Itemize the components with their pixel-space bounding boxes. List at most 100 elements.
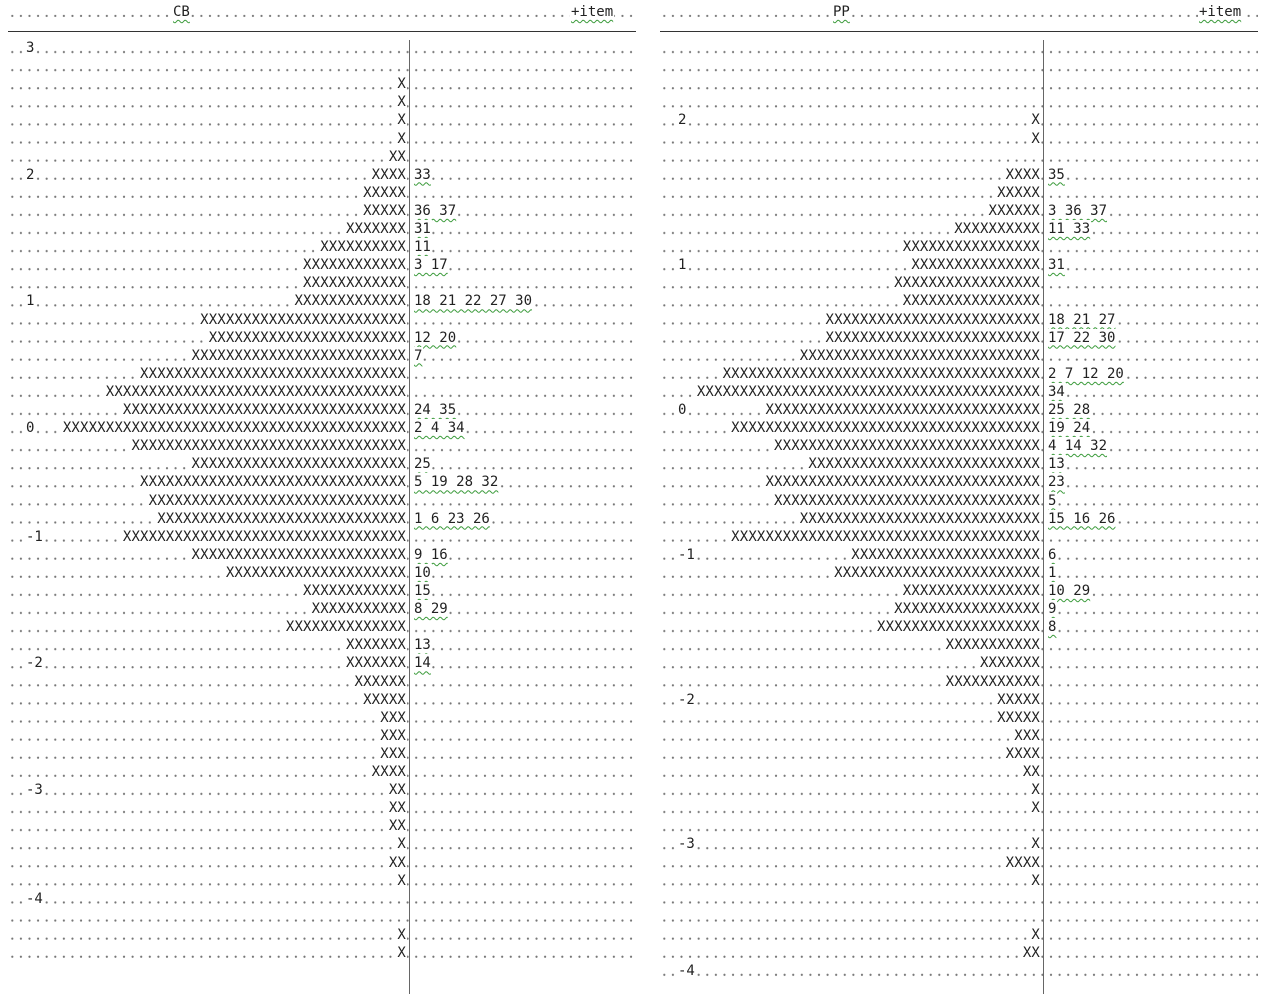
item-numbers: 5 19 28 32 xyxy=(413,473,500,492)
measure-label: 2 xyxy=(677,111,688,130)
measure-label: -3 xyxy=(25,781,44,800)
item-numbers: 11 xyxy=(413,238,432,257)
item-numbers: 25 28 xyxy=(1047,401,1092,419)
person-marks: XXXXXXXXXXXXXXXXXXXXXXXXXXX xyxy=(807,455,1041,474)
header-rule xyxy=(8,31,636,32)
measure-label: -2 xyxy=(677,690,696,709)
person-marks: XXXXX xyxy=(362,690,407,709)
person-marks: XXXXXXXXXXXXXXXXXXXXXXXXX xyxy=(190,346,407,365)
cb-panel: CB +item 3 X X X X XX 2 XXXX 33 XXXXX XXXXX 36 37 XXXX… xyxy=(8,0,638,996)
item-numbers: 31 xyxy=(413,220,432,238)
person-marks: X xyxy=(396,129,407,148)
item-numbers: 35 xyxy=(1047,165,1066,184)
person-marks: XX xyxy=(387,817,407,836)
item-numbers: 7 xyxy=(413,346,424,365)
item-numbers: 10 xyxy=(413,563,432,582)
person-marks: XXXXXXX xyxy=(978,654,1041,673)
person-marks: XXXXXXXXXXXXXXXXXXX xyxy=(876,618,1041,637)
person-marks: XXXXX xyxy=(996,183,1041,202)
item-numbers: 11 33 xyxy=(1047,220,1092,238)
item-numbers: 8 29 xyxy=(413,600,449,619)
person-marks: XXXXXXX xyxy=(344,654,407,673)
header-dots xyxy=(8,3,636,21)
person-marks: XXXXXXXXXXXXXXXXXXXXXXXXX xyxy=(824,328,1041,347)
item-numbers: 4 14 32 xyxy=(1047,437,1109,456)
person-marks: XXXXXXXXXXXXXXXXXXXXXXXXXXXXXXXXXXX xyxy=(104,382,407,401)
item-numbers: 17 22 30 xyxy=(1047,328,1117,347)
item-numbers: 9 xyxy=(1047,600,1058,619)
item-header: +item xyxy=(570,3,615,21)
person-marks: X xyxy=(396,111,407,130)
person-marks: XXXXXXXXXXXXXXXXXXXXXXXXXXXXXXXXXXXXXXXX xyxy=(61,419,407,438)
item-numbers: 14 xyxy=(413,654,432,673)
item-numbers: 1 6 23 26 xyxy=(413,509,491,528)
item-numbers: 5 xyxy=(1047,491,1058,510)
person-marks: XXXXXXXXXX xyxy=(953,220,1041,238)
person-marks: XXXXXXXXXXXXXXXXXXXXXXXXXXXXXXXXX xyxy=(121,527,407,546)
person-marks: X xyxy=(396,925,407,944)
person-marks: XX xyxy=(387,781,407,800)
measure-label: 2 xyxy=(25,165,36,184)
person-marks: XXXXXXXXXXX xyxy=(310,600,407,619)
person-marks: XXXXXXXXXXXXXXXXXXXXXXXXXXXXXXX xyxy=(139,364,407,383)
person-marks: XX xyxy=(387,147,407,166)
column-divider xyxy=(409,40,410,994)
measure-label: 1 xyxy=(677,256,688,275)
person-marks: XXX xyxy=(379,708,407,727)
person-marks: X xyxy=(396,944,407,962)
item-numbers: 6 xyxy=(1047,545,1058,564)
item-numbers: 2 7 12 20 xyxy=(1047,364,1125,383)
person-marks: XXXXXXXXXXXXXXXXXXXXXXXXXXXXXXX xyxy=(139,473,407,492)
person-marks: XXXXXXXXXXXXXXXXXXXXXXXX xyxy=(199,310,407,329)
person-marks: X xyxy=(1030,871,1041,890)
person-marks: XXXXXXXXXXXXXXXXXXXXXXXXXXXXXXXX xyxy=(764,473,1041,492)
item-numbers: 36 37 xyxy=(413,201,458,220)
item-numbers: 18 21 22 27 30 xyxy=(413,292,534,311)
person-marks: XXXXX xyxy=(362,183,407,202)
person-marks: XXXXXXXXXXXXXXXXXXXXXX xyxy=(850,545,1041,564)
person-marks: XXXXXXXXXXXXXXXXXXXXXXXXXXXXXXXXXXXX xyxy=(730,419,1041,438)
person-marks: XXXXXXXXXXXXXXXXXXXXXXXXXXXXXXXXXXXXX xyxy=(721,364,1041,383)
person-marks: XXXXXXXXXXXX xyxy=(302,582,407,600)
item-numbers: 24 35 xyxy=(413,401,458,419)
person-marks: X xyxy=(1030,129,1041,148)
person-marks: XX xyxy=(387,799,407,818)
person-marks: XXXXXXXXXXXXXXXXXXXXXXXXXXXXXXXXX xyxy=(121,401,407,419)
measure-label: 0 xyxy=(25,419,36,438)
person-marks: XXXXXXXXXXXXXXXXXXXXXXXXXXXX xyxy=(798,346,1041,365)
person-marks: XXXXXXXXXXXXXXXXX xyxy=(893,600,1041,619)
person-marks: XXXXXX xyxy=(353,672,407,691)
person-marks: X xyxy=(396,75,407,94)
item-numbers: 15 16 26 xyxy=(1047,509,1117,528)
measure-label: 1 xyxy=(25,292,36,311)
person-marks: XXXXXXXXXX xyxy=(319,238,407,257)
person-marks: XX xyxy=(1021,763,1041,781)
item-numbers: 1 xyxy=(1047,563,1058,582)
person-marks: XXXXXXXXXXXXXXXXXXXXX xyxy=(224,563,407,582)
person-marks: XXXXXXXXXXXXXXXXXXXXXXXXX xyxy=(190,455,407,474)
person-marks: XXXXXXXXXXXXX xyxy=(293,292,407,311)
item-numbers: 34 xyxy=(1047,382,1066,401)
person-marks: X xyxy=(1030,925,1041,944)
person-marks: X xyxy=(1030,799,1041,818)
panel-title: PP xyxy=(832,3,851,21)
person-marks: XXXXX xyxy=(362,201,407,220)
person-marks: XXXXX xyxy=(996,708,1041,727)
item-numbers: 23 xyxy=(1047,473,1066,492)
measure-label: -2 xyxy=(25,654,44,673)
person-marks: XXXX xyxy=(370,763,407,781)
person-marks: XXXXXXXXXXXXXXXXXXXXXXXXXXXXXXX xyxy=(773,491,1041,510)
measure-label: -1 xyxy=(677,545,696,564)
item-numbers: 13 xyxy=(1047,455,1066,474)
item-numbers: 13 xyxy=(413,636,432,655)
measure-label: -4 xyxy=(677,962,696,981)
person-marks: XXXX xyxy=(1004,744,1041,763)
person-marks: XXX xyxy=(379,726,407,745)
person-marks: XXXXXXXXXXXXXXXXXXXXXXXXXXXXXXXX xyxy=(764,401,1041,419)
person-marks: XXXXXXXXXXXXXXXXXXXXXXXXX xyxy=(824,310,1041,329)
person-marks: XXX xyxy=(379,744,407,763)
person-marks: X xyxy=(1030,835,1041,854)
person-marks: XXXXXXXXXXXXXXX xyxy=(910,256,1041,275)
item-numbers: 18 21 27 xyxy=(1047,310,1117,329)
person-marks: XXXXX xyxy=(996,690,1041,709)
